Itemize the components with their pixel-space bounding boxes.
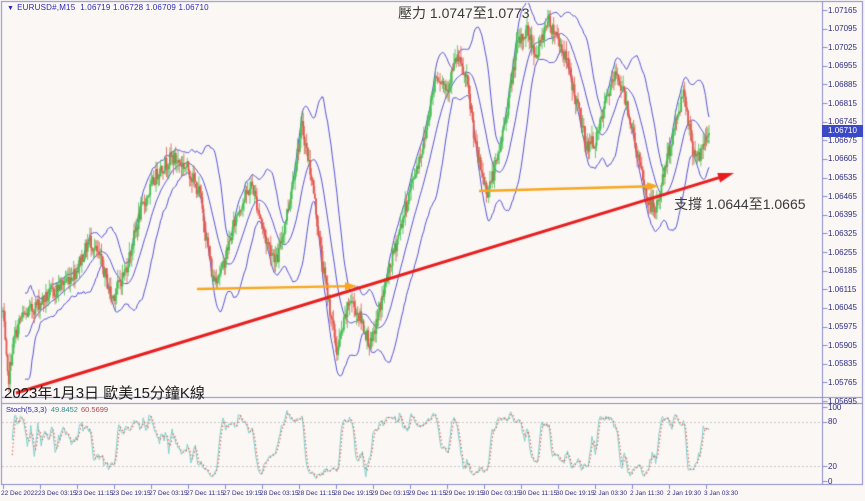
symbol-ohlc-label: ▼ EURUSD#,M15 1.06719 1.06728 1.06709 1.0…: [7, 3, 209, 12]
time-axis-label: 27 Dec 11:15: [186, 490, 225, 497]
chevron-down-icon[interactable]: ▼: [7, 5, 15, 12]
price-axis-label: 1.07025: [828, 42, 857, 52]
time-axis-label: 27 Dec 19:15: [223, 490, 262, 497]
time-axis-label: 30 Dec 03:15: [482, 490, 521, 497]
price-axis-label: 1.06675: [828, 135, 857, 145]
time-axis-label: 28 Dec 19:15: [334, 490, 373, 497]
price-axis-label: 1.06605: [828, 154, 857, 164]
price-axis-label: 1.05765: [828, 377, 857, 387]
price-axis-label: 1.07165: [828, 5, 857, 15]
price-axis-label: 1.06465: [828, 191, 857, 201]
time-axis-label: 22 Dec 2022: [1, 490, 38, 497]
date-annotation: 2023年1月3日 歐美15分鐘K線: [4, 385, 205, 402]
indicator-axis-label: 0: [828, 476, 833, 486]
current-price-tag: 1.06710: [822, 124, 863, 137]
price-axis-label: 1.06815: [828, 98, 857, 108]
indicator-d-value: 60.5699: [80, 405, 109, 414]
price-axis-label: 1.06045: [828, 303, 857, 313]
price-axis-label: 1.05835: [828, 359, 857, 369]
price-axis-label: 1.06955: [828, 61, 857, 71]
indicator-axis-label: 80: [828, 417, 837, 427]
price-axis-label: 1.06115: [828, 284, 857, 294]
time-axis-label: 2 Jan 19:30: [667, 490, 701, 497]
support-annotation: 支撐 1.0644至1.0665: [674, 196, 806, 212]
price-axis-label: 1.06255: [828, 247, 857, 257]
symbol-label: EURUSD#,M15: [17, 3, 76, 12]
time-axis-label: 2 Jan 11:30: [630, 490, 664, 497]
time-axis-label: 30 Dec 11:15: [519, 490, 558, 497]
price-axis-label: 1.05975: [828, 322, 857, 332]
time-axis-label: 29 Dec 11:15: [408, 490, 447, 497]
time-axis-label: 29 Dec 03:15: [371, 490, 410, 497]
price-axis-label: 1.06185: [828, 266, 857, 276]
time-axis-label: 23 Dec 11:15: [75, 490, 114, 497]
indicator-k-value: 49.8452: [50, 405, 78, 414]
indicator-label: Stoch(5,3,3) 49.8452 60.5699: [6, 405, 108, 414]
time-axis-label: 30 Dec 19:15: [556, 490, 595, 497]
quote-values: 1.06719 1.06728 1.06709 1.06710: [80, 3, 209, 12]
time-axis-label: 3 Jan 03:30: [704, 490, 738, 497]
time-axis-label: 2 Jan 03:30: [593, 490, 627, 497]
time-axis-label: 29 Dec 19:15: [445, 490, 484, 497]
time-axis-label: 23 Dec 03:15: [38, 490, 77, 497]
price-axis-label: 1.05695: [828, 396, 857, 406]
price-axis-label: 1.06535: [828, 173, 857, 183]
indicator-name: Stoch(5,3,3): [6, 405, 47, 414]
price-axis-label: 1.06745: [828, 117, 857, 127]
price-axis-label: 1.07095: [828, 24, 857, 34]
time-axis-label: 28 Dec 11:15: [297, 490, 336, 497]
time-axis-label: 28 Dec 03:15: [260, 490, 299, 497]
price-axis-label: 1.06885: [828, 79, 857, 89]
price-axis-label: 1.06395: [828, 210, 857, 220]
indicator-axis-label: 100: [828, 402, 842, 412]
indicator-axis-label: 20: [828, 461, 837, 471]
resistance-annotation: 壓力 1.0747至1.0773: [398, 5, 530, 21]
price-axis-label: 1.05905: [828, 340, 857, 350]
time-axis-label: 27 Dec 03:15: [149, 490, 188, 497]
price-axis-label: 1.06325: [828, 228, 857, 238]
time-axis-label: 23 Dec 19:15: [112, 490, 151, 497]
